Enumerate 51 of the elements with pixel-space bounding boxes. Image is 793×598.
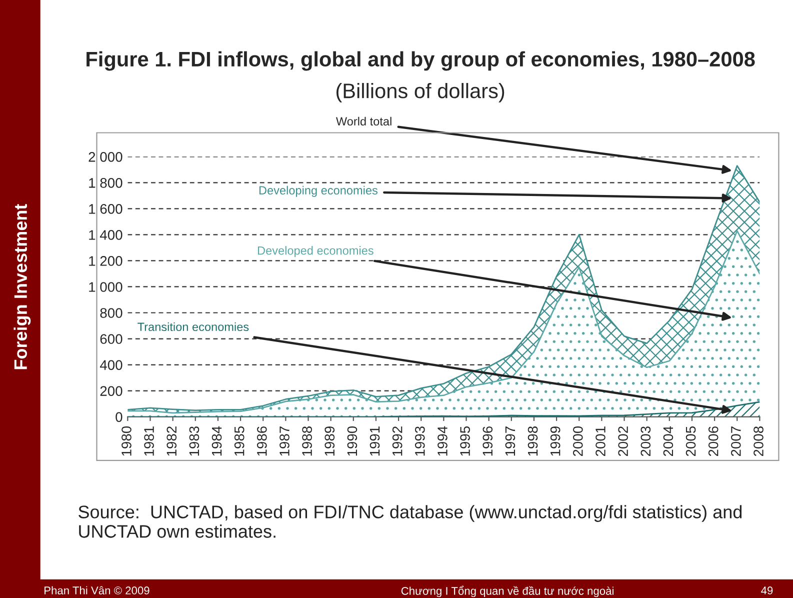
y-tick-label: 2 000 (88, 152, 122, 162)
x-tick-label: 1982 (166, 426, 177, 456)
y-tick-label: 400 (100, 360, 122, 370)
x-tick-label: 1997 (505, 426, 516, 456)
x-tick-label: 1999 (550, 426, 560, 456)
x-tick-label: 1980 (122, 426, 132, 456)
x-tick-label: 2008 (754, 426, 764, 456)
x-tick-label: 1994 (438, 426, 448, 456)
x-tick-label: 1996 (482, 426, 493, 456)
x-tick-label: 1998 (528, 426, 538, 456)
x-tick-label: 2003 (640, 426, 651, 456)
x-tick-label: 1991 (370, 426, 380, 456)
text: Foreign Investment (14, 204, 31, 370)
source-note: Source: UNCTAD, based on FDI/TNC database (www.unctad.org/fdi statistics) and UNCTAD own estimates. (78, 505, 742, 538)
x-tick-label: 2004 (663, 426, 674, 456)
text: Phan Thi Vân © 2009 (44, 586, 150, 594)
text: Developed economies (258, 246, 374, 258)
x-tick-label: 2000 (573, 426, 583, 456)
y-tick-label: 1 000 (89, 282, 122, 292)
y-tick-label: 1 600 (89, 204, 122, 214)
x-tick-label: 1981 (144, 426, 154, 456)
y-tick-label: 1 400 (89, 230, 122, 240)
y-tick-label: 1 200 (89, 256, 122, 266)
text: Transition economies (138, 322, 249, 332)
x-tick-label: 1993 (415, 426, 425, 456)
chart-subtitle: (Billions of dollars) (336, 82, 504, 102)
chart-title: Figure 1. FDI inflows, global and by group of economies, 1980–2008 (86, 51, 755, 71)
annotation: World total (336, 116, 392, 126)
x-tick-label: 2005 (686, 426, 696, 456)
x-tick-label: 1985 (234, 426, 244, 456)
text: 49 (761, 586, 773, 594)
y-tick-label: 600 (100, 334, 122, 344)
y-tick-label: 0 (116, 412, 122, 422)
x-tick-label: 1988 (302, 426, 312, 456)
x-tick-label: 2006 (708, 426, 718, 456)
y-tick-label: 200 (100, 386, 122, 396)
text: Developing economies (259, 186, 378, 197)
y-tick-label: 800 (100, 308, 122, 318)
x-tick-label: 1987 (280, 426, 290, 456)
x-tick-label: 1992 (392, 426, 402, 456)
x-tick-label: 1995 (460, 426, 470, 456)
x-tick-label: 2007 (731, 426, 741, 456)
x-tick-label: 1990 (347, 426, 358, 456)
x-tick-label: 2001 (596, 426, 606, 456)
x-tick-label: 1984 (212, 426, 222, 456)
text: Chương I Tổng quan về đầu tư nước ngoài (401, 586, 614, 598)
x-tick-label: 1986 (257, 426, 267, 456)
y-tick-label: 1 800 (89, 178, 122, 188)
x-tick-label: 2002 (618, 426, 628, 456)
x-tick-label: 1983 (189, 426, 200, 456)
x-tick-label: 1989 (324, 426, 335, 456)
